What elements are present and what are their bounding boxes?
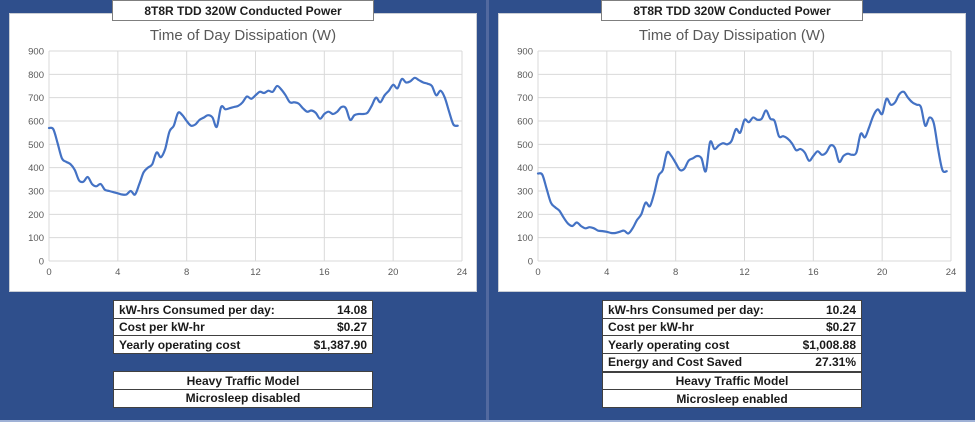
panel-microsleep-enabled: 8T8R TDD 320W Conducted Power Time of Da… (486, 0, 975, 420)
svg-text:0: 0 (46, 267, 51, 278)
line-chart-microsleep-disabled: 0 100 200 300 400 500 600 700 800 900 0 4 8 12 16 20 24 (28, 47, 468, 279)
svg-text:300: 300 (28, 187, 44, 198)
svg-text:8: 8 (673, 267, 678, 278)
svg-text:100: 100 (517, 233, 533, 244)
stat-value: $1,008.88 (802, 337, 856, 352)
stat-value: 27.31% (815, 355, 856, 369)
stat-row: kW-hrs Consumed per day: 10.24 (602, 300, 862, 319)
svg-text:600: 600 (517, 117, 533, 128)
svg-text:0: 0 (528, 257, 533, 268)
panel-header-label: 8T8R TDD 320W Conducted Power (144, 3, 342, 18)
panel-header: 8T8R TDD 320W Conducted Power (601, 0, 863, 21)
model-row-traffic: Heavy Traffic Model (113, 371, 373, 390)
stat-label: kW-hrs Consumed per day: (119, 302, 275, 317)
model-row-microsleep: Microsleep disabled (113, 388, 373, 408)
model-box: Heavy Traffic Model Microsleep disabled (113, 371, 373, 408)
stat-value: $0.27 (825, 320, 856, 334)
line-chart-microsleep-enabled: 0 100 200 300 400 500 600 700 800 900 0 4 8 12 16 20 24 (517, 47, 957, 279)
svg-text:8: 8 (184, 267, 189, 278)
stat-label: Yearly operating cost (119, 337, 241, 352)
svg-text:500: 500 (517, 140, 533, 151)
svg-text:12: 12 (739, 267, 750, 278)
svg-text:400: 400 (28, 163, 44, 174)
svg-text:500: 500 (28, 140, 44, 151)
svg-text:20: 20 (388, 267, 399, 278)
stat-label: Cost per kW-hr (119, 320, 205, 334)
stat-row: Energy and Cost Saved 27.31% (602, 352, 862, 372)
svg-text:24: 24 (457, 267, 468, 278)
panel-header: 8T8R TDD 320W Conducted Power (112, 0, 374, 21)
svg-text:16: 16 (808, 267, 819, 278)
chart-title: Time of Day Dissipation (W) (149, 27, 337, 44)
svg-text:4: 4 (604, 267, 609, 278)
svg-text:24: 24 (946, 267, 957, 278)
svg-text:16: 16 (319, 267, 330, 278)
model-row-microsleep: Microsleep enabled (602, 389, 862, 408)
stat-label: Yearly operating cost (608, 337, 730, 352)
svg-text:300: 300 (517, 187, 533, 198)
svg-text:0: 0 (535, 267, 540, 278)
stat-label: Energy and Cost Saved (608, 355, 743, 369)
svg-text:800: 800 (28, 70, 44, 81)
stat-row: kW-hrs Consumed per day: 14.08 (113, 300, 373, 319)
svg-text:20: 20 (877, 267, 888, 278)
svg-text:700: 700 (517, 93, 533, 104)
panel-microsleep-disabled: 8T8R TDD 320W Conducted Power Time of Da… (0, 0, 486, 420)
stats-table: kW-hrs Consumed per day: 14.08 Cost per … (113, 300, 373, 354)
svg-text:600: 600 (28, 117, 44, 128)
stat-value: $0.27 (336, 320, 367, 334)
stat-row: Yearly operating cost $1,008.88 (602, 335, 862, 354)
svg-text:100: 100 (28, 233, 44, 244)
stat-row: Yearly operating cost $1,387.90 (113, 335, 373, 354)
svg-text:200: 200 (28, 210, 44, 221)
stat-label: kW-hrs Consumed per day: (608, 302, 764, 317)
chart-panel: Time of Day Dissipation (W) 0 100 200 300 40… (498, 13, 966, 292)
panel-header-label: 8T8R TDD 320W Conducted Power (633, 3, 831, 18)
chart-panel: Time of Day Dissipation (W) 0 100 200 300 40… (9, 13, 477, 292)
stat-row: Cost per kW-hr $0.27 (602, 317, 862, 337)
svg-text:700: 700 (28, 93, 44, 104)
svg-text:0: 0 (39, 257, 44, 268)
model-row-traffic: Heavy Traffic Model (602, 371, 862, 391)
svg-text:900: 900 (517, 47, 533, 58)
svg-text:900: 900 (28, 47, 44, 58)
stat-row: Cost per kW-hr $0.27 (113, 317, 373, 337)
svg-text:4: 4 (115, 267, 120, 278)
svg-text:400: 400 (517, 163, 533, 174)
stat-value: 10.24 (825, 302, 856, 317)
svg-text:800: 800 (517, 70, 533, 81)
stat-value: $1,387.90 (313, 337, 367, 352)
svg-text:12: 12 (250, 267, 261, 278)
svg-text:200: 200 (517, 210, 533, 221)
stat-value: 14.08 (336, 302, 367, 317)
model-box: Heavy Traffic Model Microsleep enabled (602, 371, 862, 408)
stat-label: Cost per kW-hr (608, 320, 694, 334)
stats-table: kW-hrs Consumed per day: 10.24 Cost per … (602, 300, 862, 372)
chart-title: Time of Day Dissipation (W) (638, 27, 826, 44)
